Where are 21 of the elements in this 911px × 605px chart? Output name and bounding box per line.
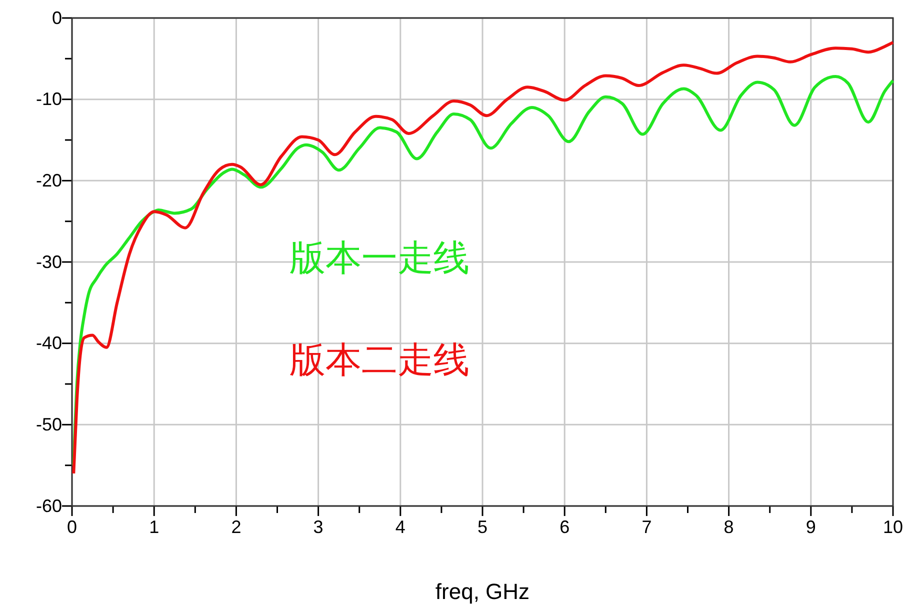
x-tick-label: 1 xyxy=(149,516,160,537)
x-tick-label: 6 xyxy=(560,516,570,537)
text: 版本二走线 xyxy=(290,338,470,380)
y-tick-label: 0 xyxy=(52,8,62,28)
y-tick-label: -30 xyxy=(36,252,62,272)
x-tick-label: 5 xyxy=(477,516,488,537)
y-tick-label: -10 xyxy=(36,89,62,110)
x-tick-label: 3 xyxy=(313,516,324,537)
y-tick-label: -50 xyxy=(36,414,62,434)
x-tick-label: 8 xyxy=(724,516,734,537)
y-tick-label: -40 xyxy=(36,333,62,354)
y-tick-label: -60 xyxy=(36,496,62,516)
series-label: 版本一走线 xyxy=(290,237,470,278)
x-tick-label: 7 xyxy=(642,516,652,537)
x-tick-label: 9 xyxy=(806,516,816,537)
x-tick-label: 0 xyxy=(66,516,78,537)
x-tick-label: 10 xyxy=(882,516,904,537)
x-axis-title: freq, GHz xyxy=(435,579,530,604)
x-tick-label: 4 xyxy=(395,516,406,537)
y-tick-label: -20 xyxy=(36,170,62,190)
x-tick-label: 2 xyxy=(231,516,242,537)
